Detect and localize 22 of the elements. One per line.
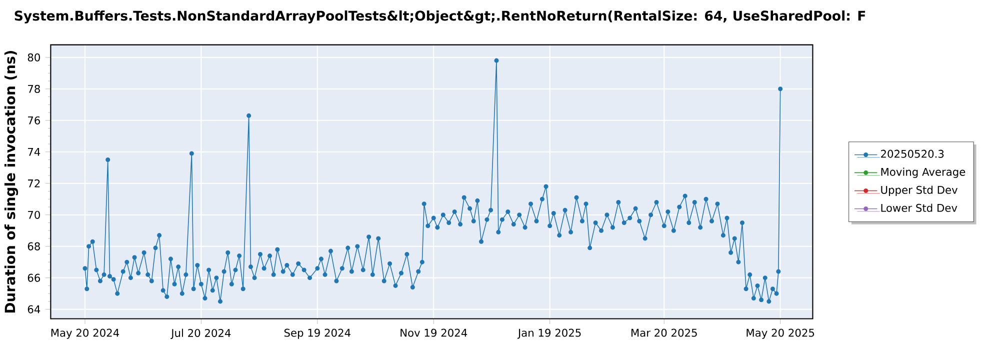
x-tick-label: Nov 19 2024 xyxy=(400,328,468,337)
x-tick-label: Jul 20 2024 xyxy=(170,328,231,340)
y-tick-label: 66 xyxy=(28,274,40,282)
x-tick-label: Sep 19 2024 xyxy=(284,328,350,340)
legend-label: Lower Std Dev xyxy=(881,204,958,212)
y-tick-label: 78 xyxy=(28,85,40,94)
legend-label: 20250520.3 xyxy=(881,150,944,158)
x-tick-label: Jan 19 2025 xyxy=(517,328,581,339)
y-tick-label: 64 xyxy=(28,305,40,314)
legend-label: Upper Std Dev xyxy=(881,186,958,196)
y-tick-label: 72 xyxy=(28,180,40,188)
y-tick-label: 76 xyxy=(28,116,40,125)
legend-label: Moving Average xyxy=(881,168,966,178)
chart-title: System.Buffers.Tests.NonStandardArrayPoolTests&lt;Object&gt;.RentNoReturn(RentalSize: 64, UseSharedPool: F xyxy=(14,10,866,24)
y-tick-label: 80 xyxy=(28,54,40,62)
x-tick-label: May 20 2025 xyxy=(746,328,814,340)
x-tick-label: Mar 20 2025 xyxy=(631,328,697,337)
y-tick-label: 68 xyxy=(28,242,40,251)
y-tick-label: 74 xyxy=(28,148,40,156)
y-tick-label: 70 xyxy=(28,210,40,220)
x-tick-label: May 20 2024 xyxy=(51,328,120,340)
y-axis-title: Duration of single invocation (ns) xyxy=(4,51,18,313)
